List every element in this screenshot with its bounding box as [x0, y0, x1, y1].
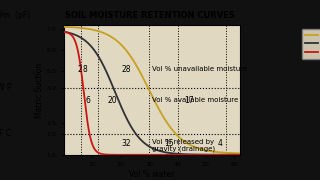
- Text: 15: 15: [164, 139, 174, 148]
- Text: 4: 4: [218, 139, 223, 148]
- Text: 32: 32: [122, 139, 131, 148]
- Text: F C: F C: [0, 129, 11, 138]
- Text: 17: 17: [184, 96, 194, 105]
- Text: Ψm  (pF): Ψm (pF): [0, 11, 30, 20]
- Text: W P: W P: [0, 83, 11, 92]
- Text: 2: 2: [77, 65, 82, 74]
- Y-axis label: Matric Suction: Matric Suction: [35, 62, 44, 118]
- Text: 20: 20: [108, 96, 117, 105]
- Text: 8: 8: [83, 65, 88, 74]
- Legend: Clay, Loam, Sand: Clay, Loam, Sand: [302, 29, 320, 59]
- Text: Vol % available moisture: Vol % available moisture: [152, 97, 238, 104]
- Text: 28: 28: [122, 65, 131, 74]
- Text: SOIL MOISTURE RETENTION CURVES: SOIL MOISTURE RETENTION CURVES: [66, 11, 235, 20]
- X-axis label: Vol % water: Vol % water: [129, 170, 175, 179]
- Text: Vol % released by
gravity (drainage): Vol % released by gravity (drainage): [152, 139, 215, 152]
- Text: 6: 6: [86, 96, 91, 105]
- Text: Vol % unavailable moisture: Vol % unavailable moisture: [152, 66, 247, 72]
